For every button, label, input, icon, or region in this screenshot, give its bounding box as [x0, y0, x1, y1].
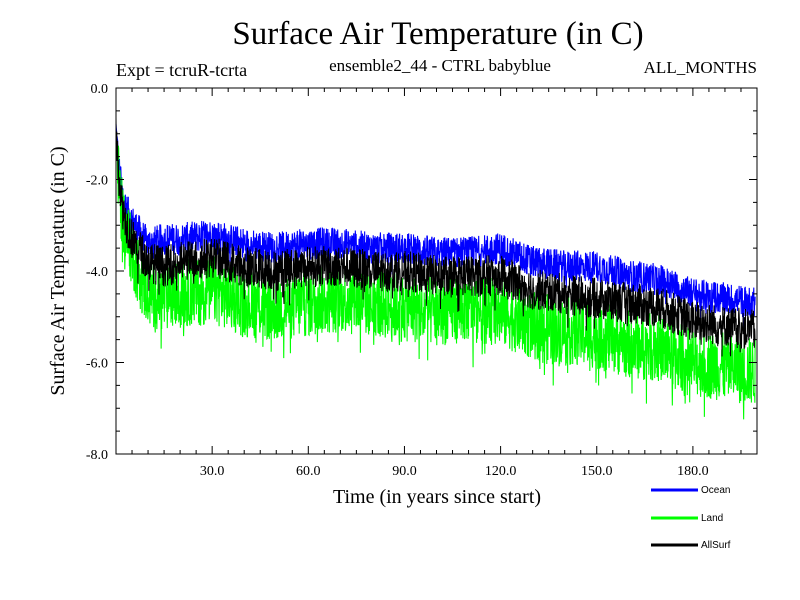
- y-tick-label: -2.0: [86, 174, 108, 189]
- experiment-label: Expt = tcruR-tcrta: [116, 60, 248, 80]
- y-tick-label: -4.0: [86, 265, 108, 280]
- x-axis-label: Time (in years since start): [333, 486, 541, 508]
- legend: Ocean Land AllSurf: [651, 485, 731, 551]
- series-layer: [115, 117, 756, 420]
- ticks-layer: 30.0 60.0 90.0 120.0 150.0 180.0 0.0 -2.0 -4.0 -6…: [86, 82, 757, 479]
- y-tick-label: -8.0: [86, 448, 108, 463]
- series-line-land: [115, 138, 756, 420]
- x-tick-label: 30.0: [200, 464, 225, 479]
- x-tick-label: 150.0: [581, 464, 613, 479]
- x-tick-label: 60.0: [296, 464, 321, 479]
- legend-label-ocean: Ocean: [701, 485, 730, 496]
- x-tick-label: 90.0: [392, 464, 417, 479]
- chart-title: Surface Air Temperature (in C): [232, 16, 644, 52]
- y-tick-label: -6.0: [86, 357, 108, 372]
- x-tick-label: 180.0: [677, 464, 709, 479]
- legend-label-allsurf: AllSurf: [701, 540, 731, 551]
- months-label: ALL_MONTHS: [643, 58, 757, 77]
- y-tick-label: 0.0: [91, 82, 109, 97]
- x-tick-label: 120.0: [485, 464, 517, 479]
- series-line-allsurf: [115, 117, 756, 357]
- legend-label-land: Land: [701, 513, 723, 524]
- y-axis-label: Surface Air Temperature (in C): [47, 146, 69, 395]
- chart-subtitle: ensemble2_44 - CTRL babyblue: [329, 56, 551, 75]
